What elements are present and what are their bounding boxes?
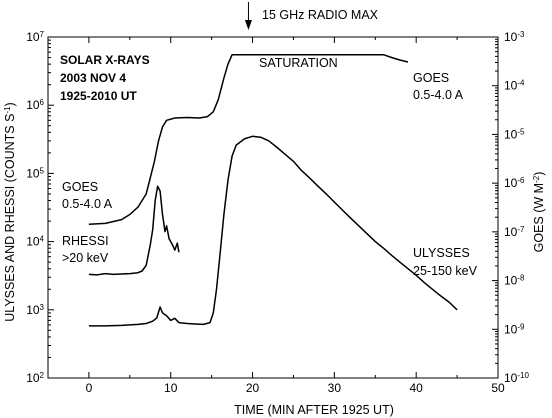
radio-max-arrow-head: [244, 20, 252, 30]
y-left-tick-label: 105: [26, 166, 44, 181]
chart-title-line-1: SOLAR X-RAYS: [60, 53, 150, 67]
y-axis-right-label: GOES (W M-2): [532, 172, 547, 253]
goes-label-right-line-2: 0.5-4.0 A: [413, 88, 464, 102]
y-axis-left-label-sup: -1: [3, 106, 12, 114]
data-series: [88, 53, 458, 327]
y-left-tick-label: 104: [26, 234, 44, 249]
ulysses-curve: [88, 135, 458, 327]
y-right-tick-label: 10-5: [504, 127, 525, 142]
rhessi-curve: [88, 185, 180, 276]
y-left-tick-label: 103: [26, 302, 44, 317]
y-right-tick-label: 10-4: [504, 78, 525, 93]
y-axis-left-label-text: ULYSSES AND RHESSI (COUNTS S: [3, 114, 17, 322]
x-axis: 0 10 20 30 40 50: [47, 37, 505, 395]
rhessi-label-line-2: >20 keV: [62, 251, 109, 265]
goes-label-left-line-1: GOES: [62, 180, 98, 194]
y-right-tick-label: 10-9: [504, 322, 525, 337]
rhessi-label-line-1: RHESSI: [62, 234, 109, 248]
goes-label-left-line-2: 0.5-4.0 A: [62, 197, 113, 211]
y-axis-left-label-close: ): [3, 102, 17, 106]
chart-title-line-2: 2003 NOV 4: [60, 71, 126, 85]
x-tick-label: 30: [328, 381, 342, 395]
y-right-tick-label: 10-10: [504, 371, 529, 386]
goes-label-right-line-1: GOES: [413, 71, 449, 85]
y-axis-right-label-text: GOES (W M: [532, 183, 546, 252]
y-left-tick-label: 106: [26, 98, 44, 113]
y-axis-right: 10-10 10-9 10-8 10-7 10-6 10-5 10-4 10-3: [492, 30, 529, 386]
y-axis-right-label-close: ): [532, 172, 546, 176]
y-axis-right-label-sup: -2: [532, 175, 541, 183]
x-axis-label: TIME (MIN AFTER 1925 UT): [234, 403, 394, 417]
x-tick-label: 10: [164, 381, 178, 395]
y-axis-left: 102 103 104 105 106 107: [26, 30, 54, 386]
x-tick-label: 0: [86, 381, 93, 395]
radio-max-label: 15 GHz RADIO MAX: [262, 8, 379, 22]
ulysses-label-line-2: 25-150 keV: [413, 264, 478, 278]
annotations: [244, 2, 252, 30]
ulysses-label-line-1: ULYSSES: [413, 246, 470, 260]
x-tick-label: 50: [491, 381, 505, 395]
y-right-tick-label: 10-7: [504, 224, 525, 239]
y-right-tick-label: 10-6: [504, 176, 525, 191]
plot-border: [47, 36, 499, 379]
chart-title-line-3: 1925-2010 UT: [60, 89, 137, 103]
y-left-tick-label: 102: [26, 371, 44, 386]
y-right-tick-label: 10-8: [504, 273, 525, 288]
goes-curve: [88, 53, 409, 225]
y-axis-left-label: ULYSSES AND RHESSI (COUNTS S-1): [3, 102, 18, 321]
y-right-tick-label: 10-3: [504, 30, 525, 45]
plot-frame: [47, 36, 499, 379]
x-tick-label: 40: [410, 381, 424, 395]
saturation-label: SATURATION: [259, 56, 338, 70]
y-left-tick-label: 107: [26, 30, 44, 45]
x-tick-label: 20: [246, 381, 260, 395]
